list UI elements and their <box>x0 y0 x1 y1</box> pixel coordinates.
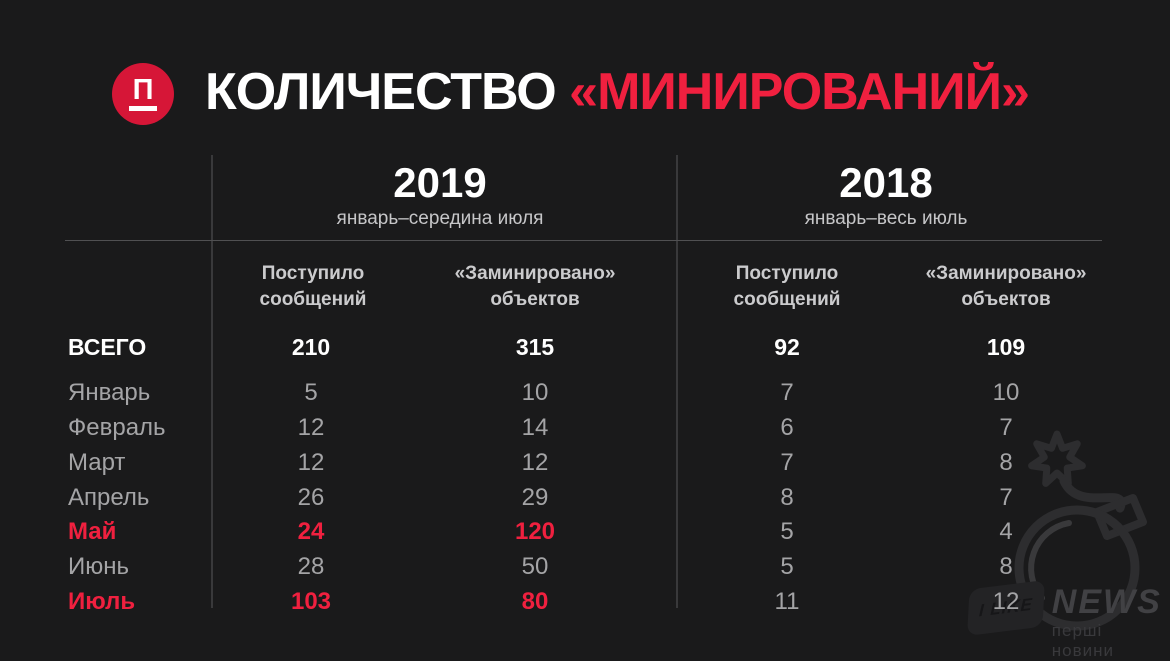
cell-value: 7 <box>780 379 794 406</box>
table-row: Январь 5 10 7 10 <box>0 375 1170 410</box>
table-row: Июль 103 80 11 12 <box>0 584 1170 619</box>
table-row: Апрель 26 29 8 7 <box>0 480 1170 515</box>
news-wordmark: NEWS <box>1051 583 1162 621</box>
channel-tagline: перші новини <box>1051 621 1115 660</box>
column-header-2018-mined: «Заминировано» объектов <box>925 263 1087 310</box>
page-title: КОЛИЧЕСТВО «МИНИРОВАНИЙ» <box>205 62 1030 122</box>
logo-letter: П <box>132 74 154 106</box>
cell-value: 50 <box>521 553 549 580</box>
cell-value: 26 <box>297 484 325 511</box>
divider-vertical-left <box>211 155 213 608</box>
period-label: январь–середина июля <box>336 208 544 229</box>
cell-value: 29 <box>521 484 549 511</box>
cell-value: 12 <box>992 588 1020 615</box>
title-red-part: «МИНИРОВАНИЙ» <box>569 63 1030 121</box>
channel-watermark: I LIKE NEWS перші новини <box>967 580 1170 661</box>
table-row: Май 24 120 5 4 <box>0 514 1170 549</box>
column-header-2019-reports: Поступило сообщений <box>259 263 367 310</box>
cell-value: 8 <box>999 449 1013 476</box>
row-label: Апрель <box>68 484 150 511</box>
divider-vertical-right <box>676 155 678 608</box>
row-label: Май <box>68 518 117 545</box>
cell-value: 8 <box>780 484 794 511</box>
cell-value: 4 <box>999 518 1013 545</box>
table-row: Июнь 28 50 5 8 <box>0 549 1170 584</box>
cell-value: 5 <box>304 379 318 406</box>
row-label: Январь <box>68 379 151 406</box>
row-label: ВСЕГО <box>68 334 147 360</box>
cell-value: 5 <box>780 553 794 580</box>
cell-value: 28 <box>297 553 325 580</box>
table-row: Март 12 12 7 8 <box>0 445 1170 480</box>
cell-value: 7 <box>780 449 794 476</box>
cell-value: 24 <box>297 518 325 545</box>
logo-underline <box>129 106 157 111</box>
row-label: Июль <box>68 588 136 615</box>
cell-value: 103 <box>290 588 332 615</box>
column-header-2019-mined: «Заминировано» объектов <box>454 263 616 310</box>
cell-value: 315 <box>515 334 555 360</box>
divider-horizontal <box>65 240 1102 241</box>
cell-value: 8 <box>999 553 1013 580</box>
cell-value: 7 <box>999 484 1013 511</box>
cell-value: 12 <box>521 449 549 476</box>
cell-value: 80 <box>521 588 549 615</box>
cell-value: 11 <box>774 588 800 615</box>
column-header-2018-reports: Поступило сообщений <box>733 263 841 310</box>
cell-value: 12 <box>297 414 325 441</box>
cell-value: 10 <box>992 379 1020 406</box>
year-label: 2019 <box>393 159 487 206</box>
year-label: 2018 <box>839 159 933 206</box>
year-group-2019: 2019 январь–середина июля <box>290 160 590 230</box>
cell-value: 10 <box>521 379 549 406</box>
row-label: Июнь <box>68 553 130 580</box>
table-row: ВСЕГО 210 315 92 109 <box>0 330 1170 365</box>
table-row: Февраль 12 14 6 7 <box>0 410 1170 445</box>
cell-value: 14 <box>521 414 549 441</box>
cell-value: 6 <box>780 414 794 441</box>
row-label: Март <box>68 449 126 476</box>
title-white-part: КОЛИЧЕСТВО <box>205 63 557 121</box>
cell-value: 109 <box>986 334 1026 360</box>
brand-logo: П <box>112 63 174 125</box>
cell-value: 92 <box>774 334 800 360</box>
row-label: Февраль <box>68 414 166 441</box>
cell-value: 5 <box>780 518 794 545</box>
cell-value: 12 <box>297 449 325 476</box>
cell-value: 120 <box>514 518 556 545</box>
year-group-2018: 2018 январь–весь июль <box>736 160 1036 230</box>
cell-value: 210 <box>291 334 331 360</box>
period-label: январь–весь июль <box>804 208 968 229</box>
cell-value: 7 <box>999 414 1013 441</box>
